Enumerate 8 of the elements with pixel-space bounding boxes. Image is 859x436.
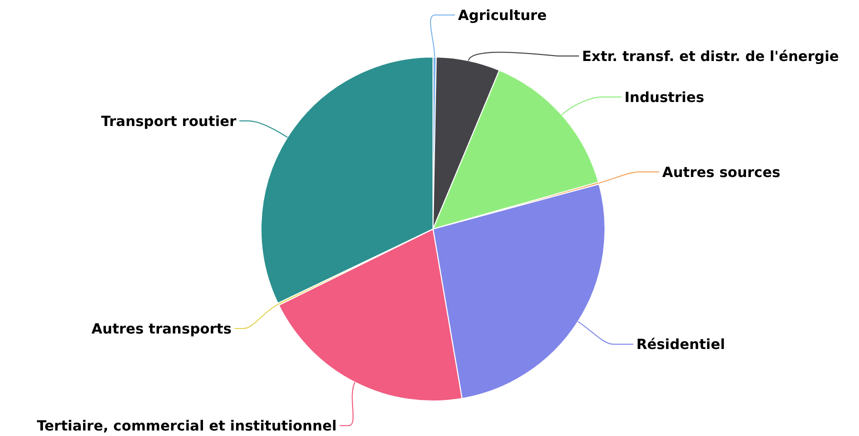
slice-label: Industries — [624, 90, 704, 106]
slice-label: Résidentiel — [636, 337, 726, 354]
slice-label: Agriculture — [458, 8, 547, 24]
slice-label: Transport routier — [101, 114, 236, 130]
slice-label: Autres sources — [662, 164, 780, 181]
slice-label: Extr. transf. et distr. de l'énergie — [582, 48, 839, 65]
slice-label: Tertiaire, commercial et institutionnel — [36, 418, 337, 435]
slice-label: Autres transports — [92, 321, 232, 338]
